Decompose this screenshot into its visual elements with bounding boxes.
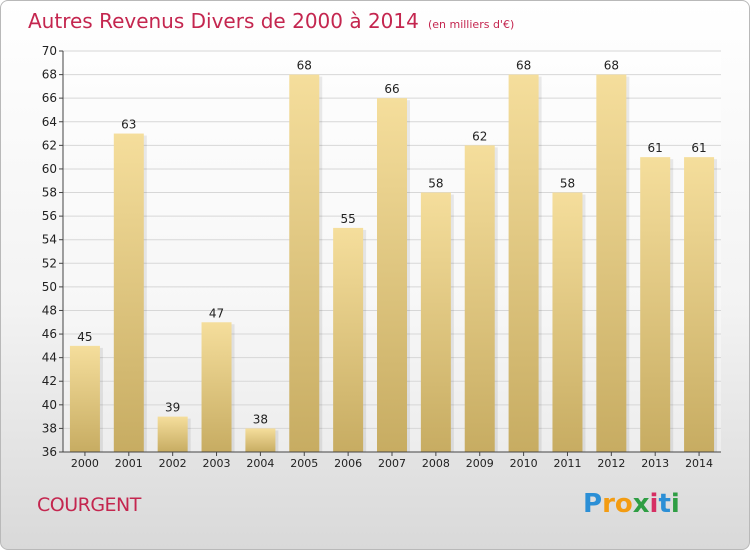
data-label: 62 <box>472 129 487 143</box>
x-tick-label: 2003 <box>203 457 231 470</box>
y-tick-label: 70 <box>42 44 57 58</box>
data-label: 58 <box>560 177 575 191</box>
x-tick-label: 2004 <box>246 457 274 470</box>
x-tick-label: 2005 <box>290 457 318 470</box>
y-tick-label: 66 <box>42 91 57 105</box>
y-tick-label: 40 <box>42 398 57 412</box>
y-tick-label: 60 <box>42 162 57 176</box>
data-label: 58 <box>428 177 443 191</box>
data-label: 47 <box>209 306 224 320</box>
x-tick-label: 2002 <box>159 457 187 470</box>
y-tick-label: 50 <box>42 280 57 294</box>
data-label: 38 <box>253 412 268 426</box>
bar <box>552 192 583 452</box>
y-tick-label: 68 <box>42 68 57 82</box>
x-tick-label: 2014 <box>685 457 713 470</box>
data-label: 61 <box>691 141 706 155</box>
bar <box>640 157 671 452</box>
y-tick-label: 36 <box>42 445 57 459</box>
chart-title: Autres Revenus Divers de 2000 à 2014 <box>28 9 419 33</box>
data-label: 68 <box>516 59 531 73</box>
logo-letter: P <box>583 489 603 519</box>
bar <box>201 322 232 452</box>
bar <box>596 74 627 453</box>
bar <box>508 74 539 453</box>
bar <box>157 416 188 452</box>
chart-title-block: Autres Revenus Divers de 2000 à 2014 (en… <box>28 9 514 33</box>
bar <box>245 428 276 452</box>
y-tick-label: 56 <box>42 209 57 223</box>
data-label: 68 <box>604 59 619 73</box>
y-tick-label: 44 <box>42 351 57 365</box>
x-tick-label: 2006 <box>334 457 362 470</box>
logo-letter: i <box>649 489 659 519</box>
y-tick-label: 58 <box>42 186 57 200</box>
y-tick-label: 48 <box>42 303 57 317</box>
logo-letter: t <box>658 489 671 519</box>
data-label: 66 <box>384 82 399 96</box>
bar <box>420 192 451 452</box>
x-tick-label: 2013 <box>641 457 669 470</box>
x-tick-label: 2009 <box>466 457 494 470</box>
x-tick-label: 2012 <box>597 457 625 470</box>
y-tick-label: 38 <box>42 421 57 435</box>
logo-letter: i <box>670 489 680 519</box>
bar <box>69 345 100 452</box>
data-label: 39 <box>165 401 180 415</box>
bar <box>289 74 320 453</box>
commune-name: COURGENT <box>37 494 141 516</box>
x-tick-label: 2007 <box>378 457 406 470</box>
data-label: 55 <box>340 212 355 226</box>
x-tick-label: 2008 <box>422 457 450 470</box>
data-label: 61 <box>648 141 663 155</box>
bar <box>333 227 364 452</box>
logo-letter: x <box>632 489 650 519</box>
bar <box>684 157 715 452</box>
data-label: 68 <box>297 59 312 73</box>
x-tick-label: 2000 <box>71 457 99 470</box>
logo-letter: o <box>614 489 633 519</box>
y-tick-label: 46 <box>42 327 57 341</box>
data-label: 45 <box>77 330 92 344</box>
x-tick-label: 2001 <box>115 457 143 470</box>
x-tick-label: 2010 <box>510 457 538 470</box>
y-tick-label: 52 <box>42 256 57 270</box>
data-label: 63 <box>121 118 136 132</box>
y-tick-label: 54 <box>42 233 57 247</box>
proxiti-logo: Proxiti <box>583 489 680 519</box>
unit-note: (en milliers d'€) <box>427 18 515 31</box>
logo-letter: r <box>602 489 615 519</box>
y-tick-label: 42 <box>42 374 57 388</box>
y-tick-label: 64 <box>42 115 57 129</box>
bar <box>113 133 144 452</box>
bar <box>377 98 407 453</box>
x-tick-label: 2011 <box>553 457 581 470</box>
y-tick-label: 62 <box>42 138 57 152</box>
bar <box>464 145 495 452</box>
